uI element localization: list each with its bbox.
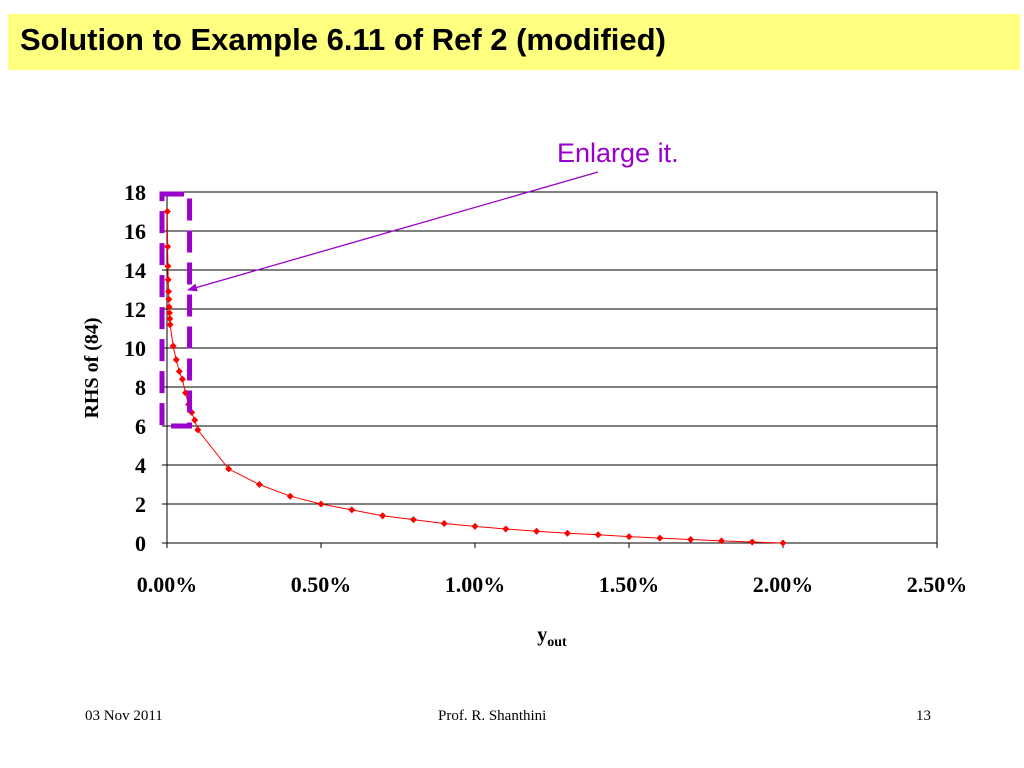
data-point bbox=[164, 276, 172, 284]
data-point bbox=[409, 516, 417, 524]
data-point bbox=[533, 527, 541, 535]
y-tick-label: 4 bbox=[135, 453, 146, 478]
x-tick-label: 1.50% bbox=[599, 572, 660, 597]
data-point bbox=[440, 520, 448, 527]
annotation-arrow bbox=[187, 171, 599, 292]
data-point bbox=[748, 538, 756, 546]
data-point bbox=[779, 539, 787, 547]
data-point bbox=[172, 356, 180, 364]
data-point bbox=[594, 531, 602, 539]
data-point bbox=[502, 525, 510, 533]
footer-author: Prof. R. Shanthini bbox=[438, 708, 547, 724]
y-axis-label: RHS of (84) bbox=[81, 317, 103, 418]
y-tick-label: 8 bbox=[135, 375, 146, 400]
data-point bbox=[165, 287, 173, 295]
data-point bbox=[225, 465, 233, 473]
data-point bbox=[165, 309, 173, 317]
x-tick-label: 0.00% bbox=[137, 572, 198, 597]
x-axis-label: yout bbox=[537, 624, 567, 650]
x-tick-label: 2.50% bbox=[907, 572, 968, 597]
data-point bbox=[656, 534, 664, 542]
y-tick-label: 12 bbox=[124, 297, 146, 322]
data-point bbox=[348, 506, 356, 514]
title-bar: Solution to Example 6.11 of Ref 2 (modif… bbox=[8, 14, 1020, 70]
y-tick-label: 0 bbox=[135, 531, 146, 556]
y-tick-label: 10 bbox=[124, 336, 146, 361]
highlight-box bbox=[159, 191, 193, 429]
footer-page-number: 13 bbox=[916, 708, 931, 724]
data-point bbox=[178, 375, 186, 383]
y-tick-label: 2 bbox=[135, 492, 146, 517]
series-line bbox=[166, 211, 784, 544]
data-point bbox=[563, 529, 571, 537]
data-point bbox=[286, 492, 294, 500]
x-tick-label: 2.00% bbox=[753, 572, 814, 597]
data-point bbox=[163, 208, 171, 215]
x-tick-label: 0.50% bbox=[291, 572, 352, 597]
y-tick-label: 6 bbox=[135, 414, 146, 439]
data-point bbox=[165, 303, 173, 311]
data-point bbox=[191, 416, 199, 424]
data-point bbox=[717, 537, 725, 545]
data-point bbox=[255, 481, 263, 488]
data-point bbox=[471, 522, 479, 530]
data-point bbox=[317, 500, 325, 508]
annotation-label: Enlarge it. bbox=[557, 138, 679, 168]
data-point bbox=[687, 535, 695, 543]
data-point bbox=[175, 367, 183, 375]
y-tick-label: 18 bbox=[124, 180, 146, 205]
data-point bbox=[379, 512, 387, 520]
data-point bbox=[625, 533, 633, 541]
slide-title: Solution to Example 6.11 of Ref 2 (modif… bbox=[20, 22, 666, 57]
data-point bbox=[165, 295, 173, 303]
y-tick-label: 14 bbox=[124, 258, 146, 283]
y-tick-label: 16 bbox=[124, 219, 146, 244]
data-point bbox=[164, 262, 172, 270]
data-point bbox=[169, 342, 177, 350]
data-point bbox=[166, 315, 174, 323]
x-tick-label: 1.00% bbox=[445, 572, 506, 597]
data-point bbox=[194, 426, 202, 434]
data-point bbox=[166, 321, 174, 329]
data-point bbox=[164, 243, 172, 251]
footer-date: 03 Nov 2011 bbox=[85, 708, 163, 724]
